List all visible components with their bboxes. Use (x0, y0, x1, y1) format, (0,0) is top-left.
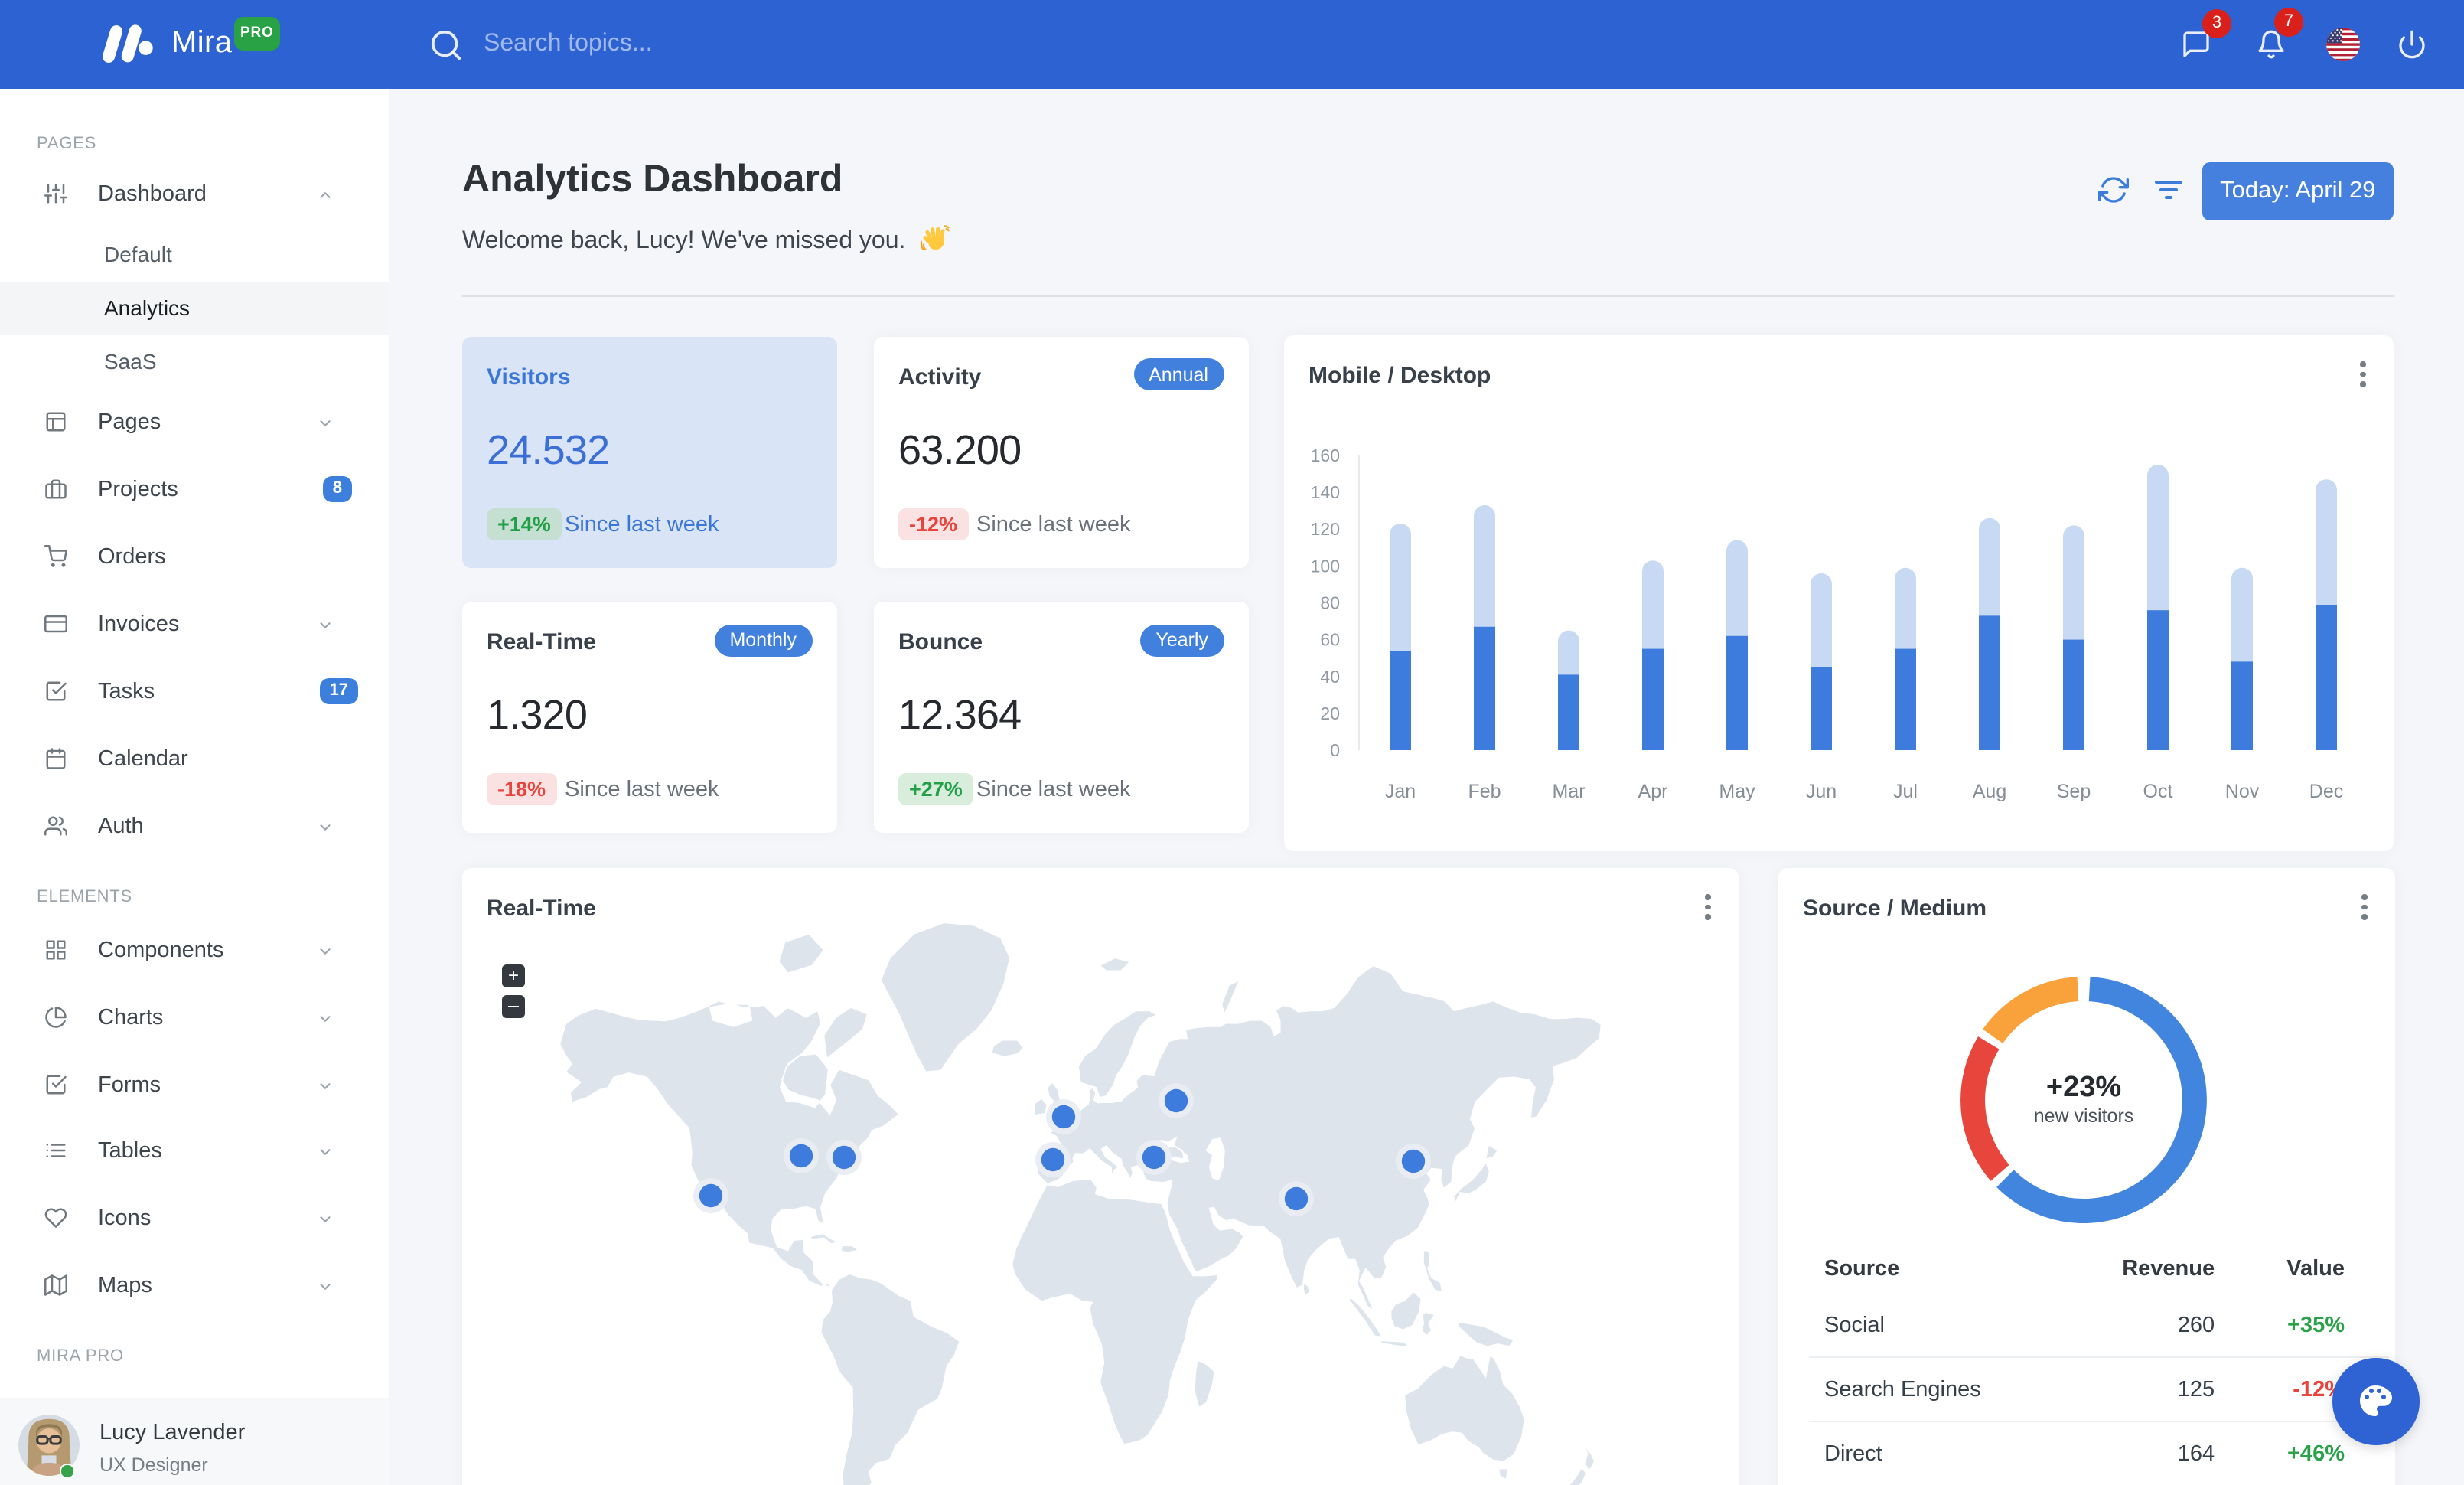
svg-text:160: 160 (1311, 445, 1340, 465)
svg-text:Dec: Dec (2309, 781, 2343, 802)
svg-text:May: May (1719, 781, 1755, 802)
svg-text:Oct: Oct (2143, 781, 2173, 802)
svg-text:20: 20 (1320, 703, 1340, 723)
svg-text:Nov: Nov (2225, 781, 2260, 802)
svg-text:Jan: Jan (1385, 781, 1416, 802)
svg-text:0: 0 (1330, 740, 1340, 760)
svg-text:Jun: Jun (1806, 781, 1837, 802)
svg-text:120: 120 (1311, 519, 1340, 539)
svg-text:60: 60 (1320, 630, 1340, 650)
svg-text:Sep: Sep (2057, 781, 2091, 802)
svg-text:100: 100 (1311, 556, 1340, 576)
svg-text:140: 140 (1311, 482, 1340, 502)
svg-text:80: 80 (1320, 593, 1340, 613)
svg-text:Mar: Mar (1552, 781, 1585, 802)
svg-text:40: 40 (1320, 667, 1340, 687)
svg-text:Aug: Aug (1973, 781, 2006, 802)
svg-text:Feb: Feb (1468, 781, 1501, 802)
svg-text:Apr: Apr (1638, 781, 1668, 802)
svg-text:Jul: Jul (1893, 781, 1918, 802)
